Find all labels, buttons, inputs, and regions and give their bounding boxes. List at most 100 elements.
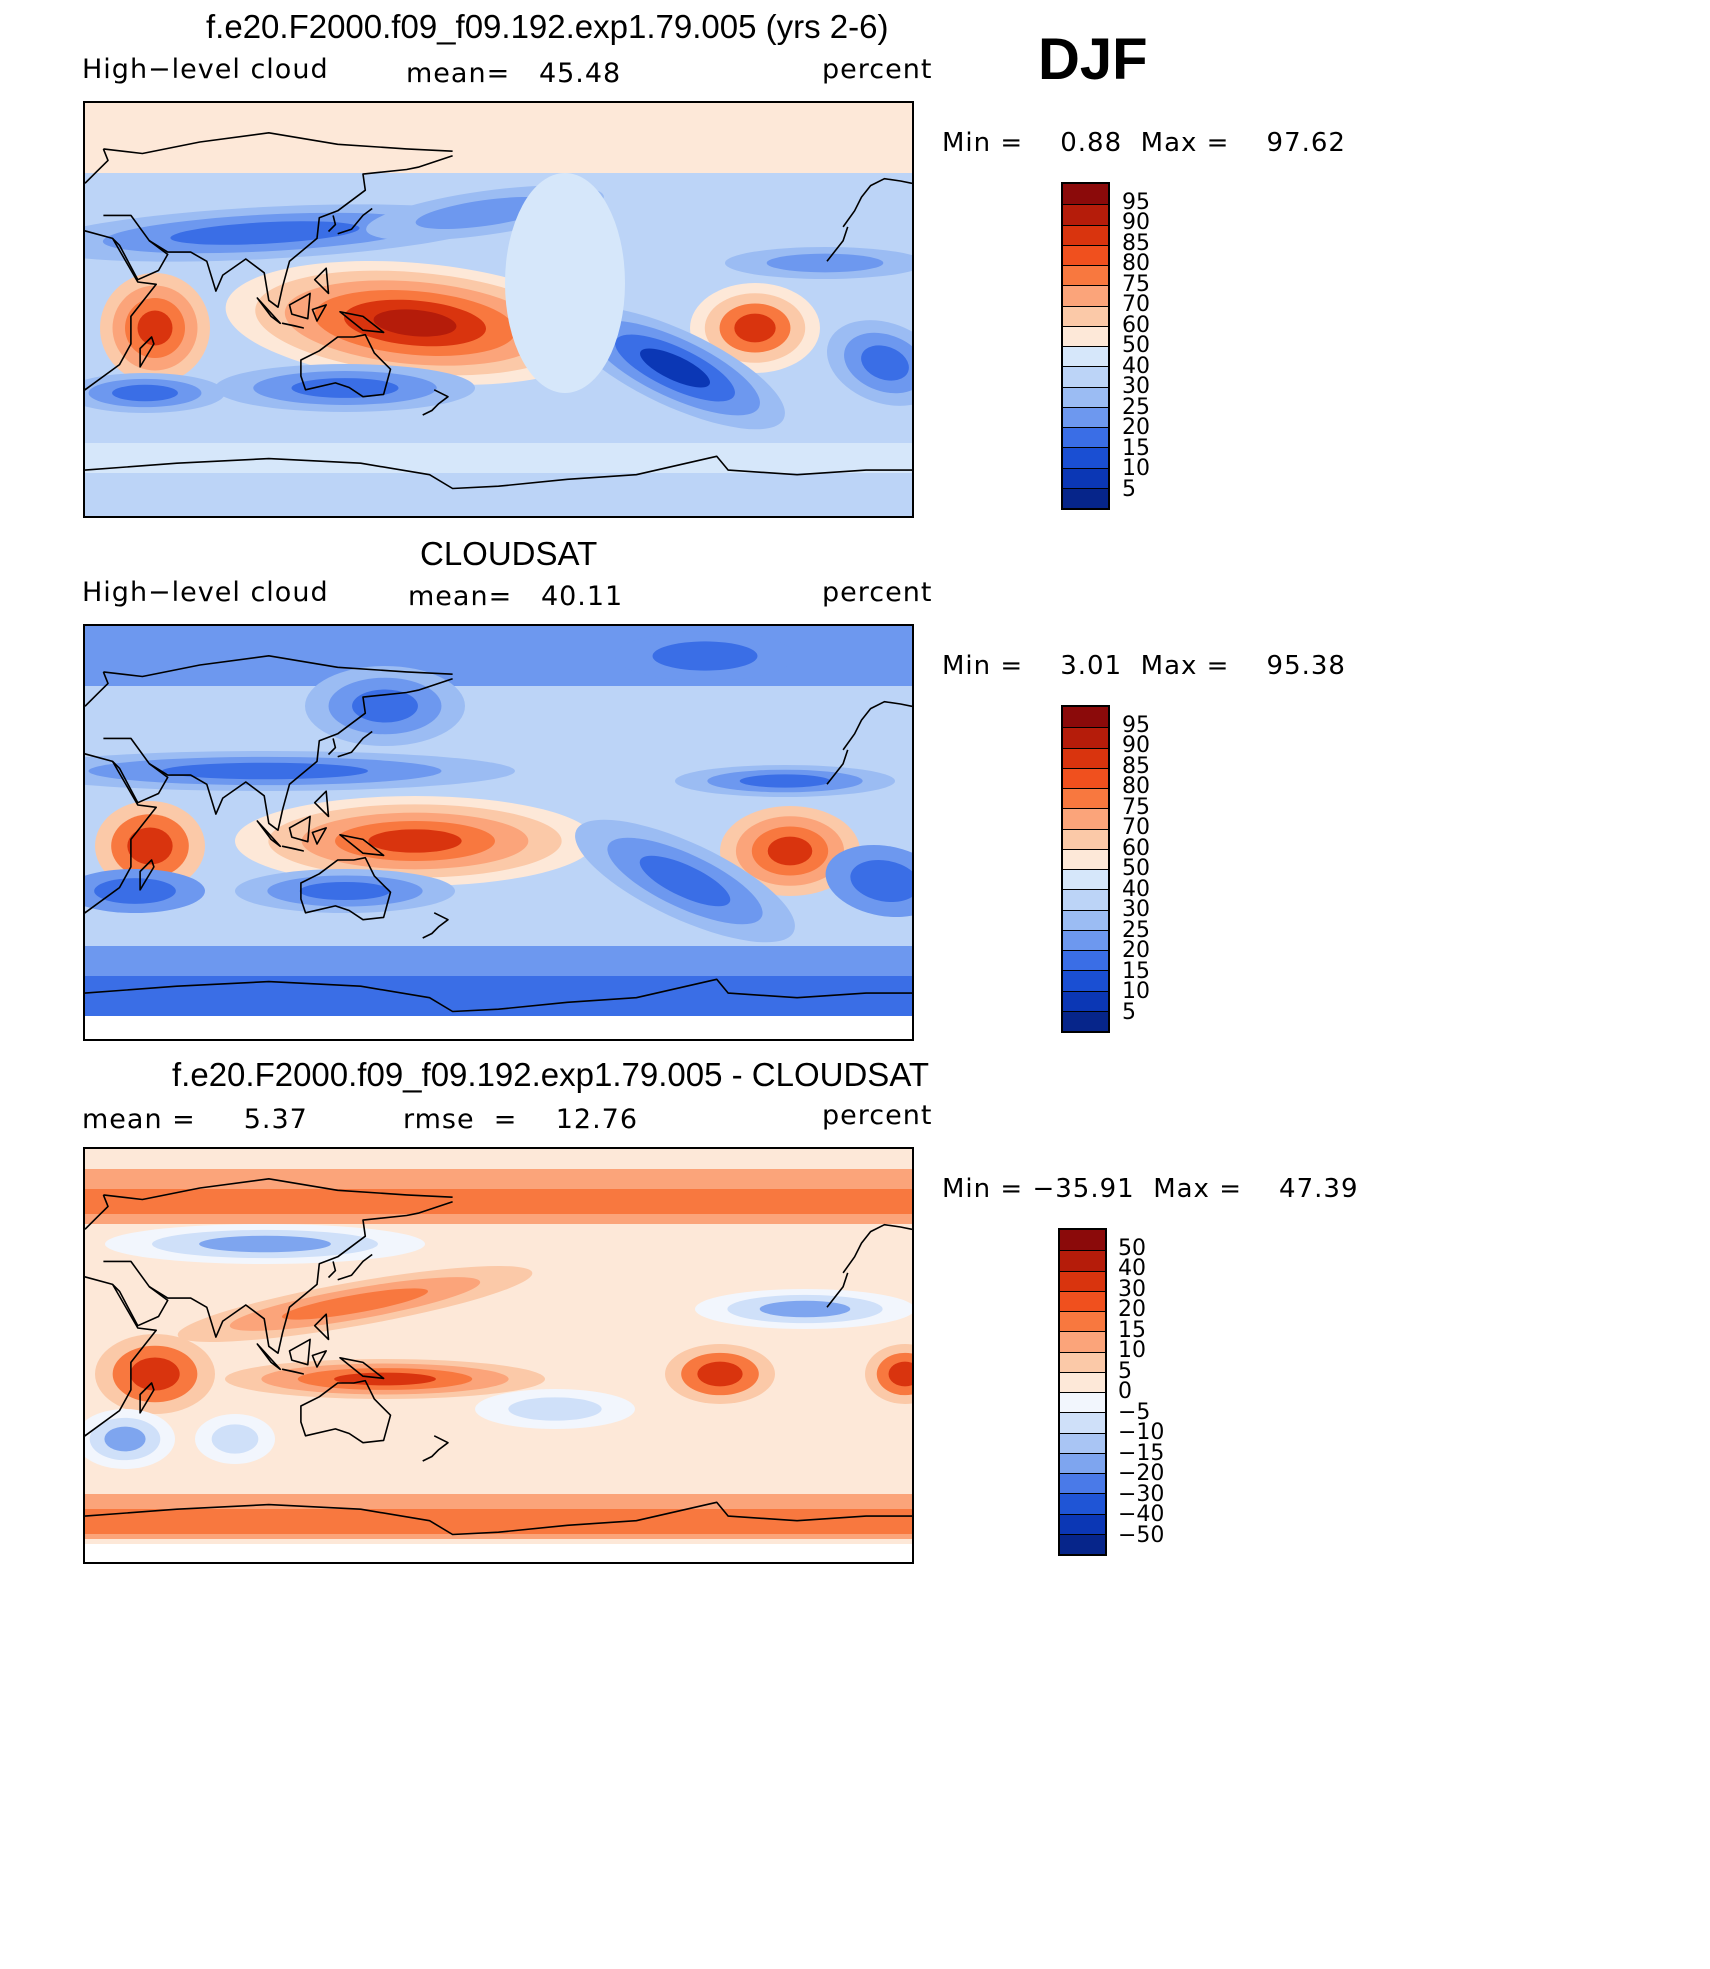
colorbar-swatch [1063,909,1108,930]
colorbar-tick-label: 90 [1122,210,1150,235]
colorbar-tick-label: 80 [1122,774,1150,799]
colorbar-swatch [1063,406,1108,427]
colorbar-swatch [1060,1351,1105,1372]
colorbar-swatch [1063,285,1108,306]
colorbar-tick-label: −20 [1118,1461,1165,1486]
colorbar-swatch [1060,1290,1105,1311]
colorbar-tick-label: 15 [1122,958,1150,984]
colorbar-swatch [1060,1493,1105,1514]
colorbar-tick-label: 15 [1122,435,1150,461]
colorbar-swatch [1063,970,1108,991]
coastlines [85,654,912,1013]
colorbar-tick-label: 50 [1122,856,1150,881]
colorbar-tick-label: 10 [1118,1338,1146,1363]
colorbar-tick-label: 50 [1118,1235,1146,1261]
colorbar-tick-label: 10 [1122,979,1150,1004]
colorbar-tick-label: 75 [1122,271,1150,297]
colorbar-tick-label: 40 [1118,1256,1146,1281]
colorbar-swatch [1060,1311,1105,1332]
colorbar-swatch [1063,767,1108,788]
colorbar-swatch [1063,828,1108,849]
colorbar-swatch [1063,727,1108,748]
colorbar-tick-label: 20 [1122,415,1150,440]
colorbar-swatch [1063,487,1108,508]
mean-label: mean = 5.37 [82,1104,308,1135]
colorbar-swatch [1063,447,1108,468]
panel-title: CLOUDSAT [420,535,598,572]
panel-title: f.e20.F2000.f09_f09.192.exp1.79.005 (yrs… [206,8,889,45]
colorbar-swatch [1063,747,1108,768]
variable-label: High−level cloud [82,54,329,85]
map-plot [83,624,914,1041]
colorbar-swatch [1063,184,1108,205]
colorbar-tick-label: 50 [1122,333,1150,358]
map-contours [85,103,912,516]
field-layer [85,1149,912,1562]
colorbar-tick-label: −15 [1118,1440,1165,1466]
colorbar-swatch [1063,265,1108,286]
colorbar-swatch [1060,1533,1105,1554]
rmse-label: rmse = 12.76 [403,1104,639,1135]
colorbar-tick-label: 85 [1122,753,1150,779]
map-contours [85,1149,912,1562]
colorbar-swatch [1063,808,1108,829]
colorbar-tick-label: 85 [1122,230,1150,256]
colorbar-tick-label: 25 [1122,394,1150,420]
colorbar-swatch [1060,1473,1105,1494]
colorbar-swatch [1060,1270,1105,1291]
colorbar-swatch [1063,467,1108,488]
colorbar-tick-label: 30 [1122,374,1150,399]
colorbar-tick-label: 5 [1122,476,1136,502]
colorbar-swatch [1063,427,1108,448]
mean-label: mean= 45.48 [406,58,622,89]
colorbar-tick-label: 80 [1122,251,1150,276]
colorbar-swatch [1060,1230,1105,1251]
units-label: percent [822,1100,933,1131]
coastlines [85,131,912,490]
units-label: percent [822,577,933,608]
map-contours [85,626,912,1039]
map-plot [83,1147,914,1564]
colorbar-tick-label: 40 [1122,353,1150,379]
colorbar-swatch [1063,929,1108,950]
colorbar-swatch [1063,224,1108,245]
colorbar-swatch [1063,325,1108,346]
colorbar-tick-label: 20 [1118,1297,1146,1322]
colorbar-tick-label: −10 [1118,1420,1165,1445]
colorbar-swatch [1060,1452,1105,1473]
colorbar-tick-label: 70 [1122,292,1150,317]
colorbar [1061,705,1110,1033]
colorbar-swatch [1063,244,1108,265]
colorbar-swatch [1063,707,1108,728]
panel-title: f.e20.F2000.f09_f09.192.exp1.79.005 - CL… [172,1056,930,1093]
colorbar-swatch [1063,1010,1108,1031]
coastlines [85,1177,912,1536]
colorbar-tick-label: −50 [1118,1522,1165,1548]
colorbar-tick-label: 90 [1122,733,1150,758]
mean-label: mean= 40.11 [408,581,624,612]
colorbar-tick-label: 75 [1122,794,1150,820]
min-max-label: Min = −35.91 Max = 47.39 [942,1174,1359,1204]
colorbar-tick-label: 30 [1118,1276,1146,1302]
colorbar-tick-label: 30 [1122,897,1150,922]
colorbar-tick-label: 15 [1118,1317,1146,1343]
min-max-label: Min = 3.01 Max = 95.38 [942,651,1346,681]
colorbar-swatch [1060,1412,1105,1433]
colorbar-tick-label: 60 [1122,312,1150,338]
colorbar-swatch [1063,889,1108,910]
colorbar [1058,1228,1107,1556]
colorbar-swatch [1063,366,1108,387]
min-max-label: Min = 0.88 Max = 97.62 [942,128,1346,158]
colorbar-swatch [1063,346,1108,367]
colorbar-tick-label: 95 [1122,189,1150,215]
field-layer [85,626,912,1039]
field-layer [85,103,912,516]
colorbar-swatch [1063,204,1108,225]
colorbar-tick-label: 20 [1122,938,1150,963]
colorbar-tick-label: 5 [1118,1358,1132,1384]
colorbar-tick-label: 25 [1122,917,1150,943]
colorbar-swatch [1063,990,1108,1011]
colorbar-swatch [1060,1392,1105,1413]
colorbar-swatch [1063,305,1108,326]
colorbar-tick-label: 70 [1122,815,1150,840]
